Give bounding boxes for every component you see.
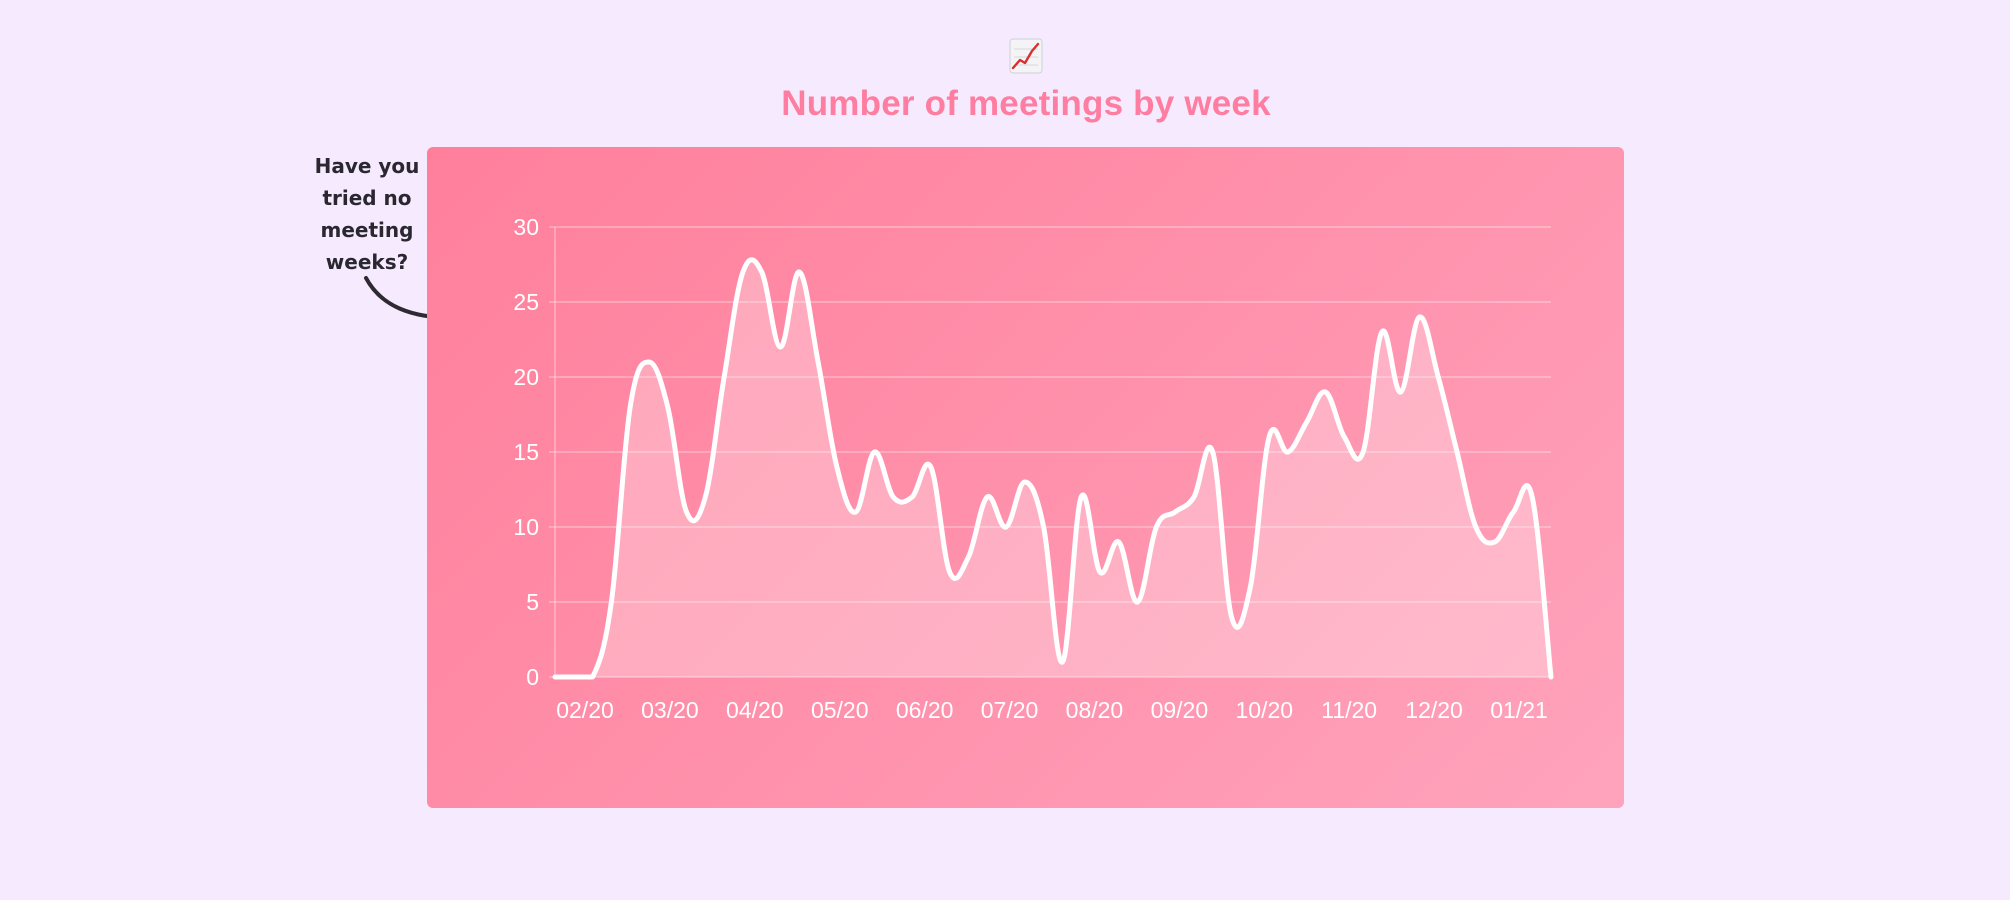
- x-tick-label: 06/20: [896, 697, 954, 723]
- area-fill: [555, 259, 1551, 677]
- x-tick-label: 10/20: [1235, 697, 1293, 723]
- chart-increasing-icon: [1009, 38, 1043, 74]
- x-tick-label: 02/20: [556, 697, 614, 723]
- annotation-line: meeting: [320, 218, 414, 242]
- y-tick-label: 15: [513, 439, 539, 465]
- chart-title: Number of meetings by week: [781, 84, 1271, 123]
- y-tick-label: 30: [513, 214, 539, 240]
- y-tick-label: 5: [526, 589, 539, 615]
- x-tick-label: 03/20: [641, 697, 699, 723]
- annotation-line: tried no: [322, 186, 412, 210]
- y-tick-label: 20: [513, 364, 539, 390]
- x-tick-label: 05/20: [811, 697, 869, 723]
- x-tick-label: 11/20: [1321, 697, 1377, 723]
- meetings-chart: 0 5 10 15 20 25 30 02/20 03/20 04/20 05/20 06/20 07/…: [513, 214, 1554, 723]
- x-tick-label: 12/20: [1405, 697, 1463, 723]
- annotation-line: weeks?: [325, 250, 409, 274]
- x-tick-label: 07/20: [981, 697, 1039, 723]
- y-tick-label: 25: [513, 289, 539, 315]
- x-tick-label: 08/20: [1066, 697, 1124, 723]
- x-tick-label: 01/21: [1490, 697, 1548, 723]
- y-tick-label: 10: [513, 514, 539, 540]
- x-tick-label: 09/20: [1151, 697, 1209, 723]
- x-tick-label: 04/20: [726, 697, 784, 723]
- annotation-note: Have you tried no meeting weeks?: [300, 150, 434, 278]
- series-line: [552, 257, 1554, 680]
- y-tick-label: 0: [526, 664, 539, 690]
- chart-card: 0 5 10 15 20 25 30 02/20 03/20 04/20 05/20 06/20 07/…: [427, 147, 1624, 808]
- annotation-line: Have you: [314, 154, 420, 178]
